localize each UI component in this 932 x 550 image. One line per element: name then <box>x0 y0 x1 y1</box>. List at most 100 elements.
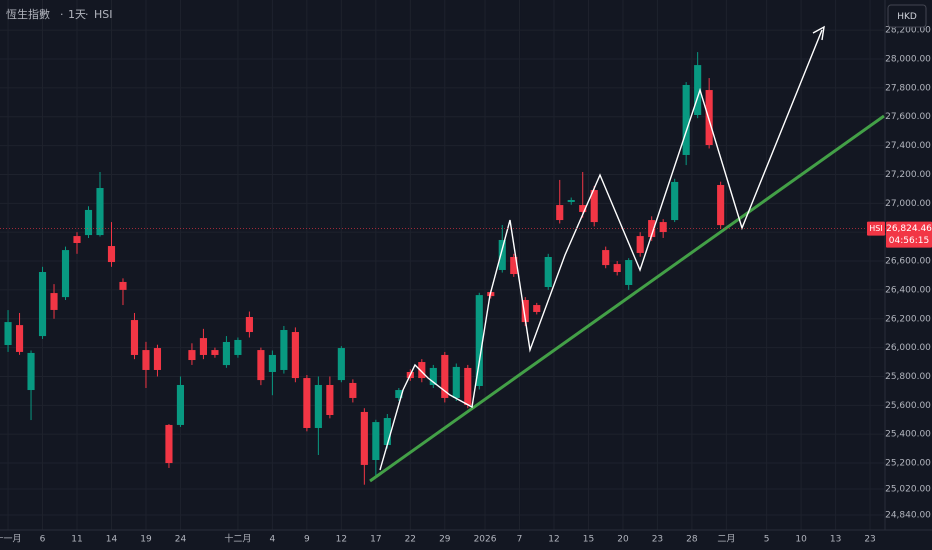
x-tick-label: 23 <box>864 535 875 545</box>
y-tick-label: 26,200.00 <box>885 314 931 324</box>
y-tick-label: 27,600.00 <box>885 112 931 122</box>
y-tick-label: 26,000.00 <box>885 343 931 353</box>
x-tick-label: 28 <box>686 535 698 545</box>
y-tick-label: 27,000.00 <box>885 199 931 209</box>
y-tick-label: 27,800.00 <box>885 83 931 93</box>
candle-body <box>176 384 185 425</box>
y-tick-label: 25,200.00 <box>885 459 931 469</box>
axes: 24,840.00 25,020.00 25,200.00 25,400.00 25,6… <box>0 26 932 545</box>
candle-body <box>349 382 357 398</box>
x-tick-label: 5 <box>764 535 770 545</box>
currency-label[interactable]: HKD <box>897 12 917 22</box>
x-tick-label: 二月 <box>717 534 735 545</box>
x-tick-label: 14 <box>106 535 118 545</box>
x-tick-label: 12 <box>548 535 559 545</box>
candle-body <box>464 367 472 406</box>
candle-body <box>717 184 725 226</box>
candle-body <box>613 264 621 272</box>
candle-body <box>188 350 196 361</box>
candle-body <box>15 325 24 352</box>
candle-body <box>96 188 104 236</box>
x-tick-label: 19 <box>140 535 152 545</box>
candle-body <box>533 305 541 312</box>
x-tick-label: 9 <box>304 535 310 545</box>
candle-body <box>303 378 311 428</box>
candle-body <box>636 236 644 253</box>
x-tick-label: 6 <box>40 535 46 545</box>
candle-body <box>705 90 713 146</box>
candle-body <box>544 256 552 288</box>
candle-body <box>579 205 587 212</box>
candle-body <box>360 411 368 465</box>
x-tick-label: 29 <box>439 535 451 545</box>
y-tick-label: 26,600.00 <box>885 257 931 267</box>
candle-body <box>142 350 150 370</box>
x-tick-label: 十二月 <box>224 533 251 545</box>
candle-body <box>84 209 93 236</box>
candle-body <box>4 322 12 346</box>
candle-body <box>418 362 426 379</box>
candle-body <box>234 339 242 355</box>
candle-body <box>521 299 529 323</box>
y-tick-label: 24,840.00 <box>885 510 931 520</box>
candle-body <box>199 338 207 355</box>
candle-body <box>625 260 633 285</box>
candle-body <box>556 205 564 221</box>
candle-body <box>429 367 437 385</box>
y-tick-label: 25,400.00 <box>885 430 931 440</box>
candle-body <box>452 366 460 398</box>
x-tick-label: 7 <box>517 535 523 545</box>
x-tick-label: 15 <box>583 535 594 545</box>
arrow-head <box>812 25 825 41</box>
candle-body <box>395 390 403 398</box>
candle-body <box>27 352 35 391</box>
x-tick-label: 12 <box>336 535 347 545</box>
separator: · <box>60 8 64 21</box>
candle-body <box>119 281 127 290</box>
symbol-title: 恆生指數 <box>6 7 50 21</box>
symbol: HSI <box>94 8 113 21</box>
grid <box>0 0 885 530</box>
countdown-label: 04:56:15 <box>889 236 929 246</box>
currency-button[interactable] <box>887 4 927 28</box>
candle-body <box>73 236 81 243</box>
x-tick-label: 2026 <box>474 535 497 545</box>
candle-body <box>130 320 139 355</box>
y-tick-label: 25,600.00 <box>885 401 931 411</box>
x-tick-label: 20 <box>617 535 629 545</box>
candle-body <box>61 250 70 298</box>
zigzag-drawing <box>379 29 823 471</box>
interval: 1天 <box>68 8 86 21</box>
candles <box>4 52 725 485</box>
y-tick-label: 27,200.00 <box>885 170 931 180</box>
candle-body <box>291 332 299 379</box>
candle-body <box>694 65 702 116</box>
x-tick-label: 11 <box>71 535 82 545</box>
candle-body <box>326 384 334 415</box>
x-tick-label: 十一月 <box>0 533 22 545</box>
x-tick-label: 24 <box>175 535 187 545</box>
candle-body <box>211 350 219 355</box>
candle-body <box>280 330 288 370</box>
candle-body <box>372 422 380 461</box>
trend-line <box>369 114 885 483</box>
y-tick-label: 25,800.00 <box>885 372 931 382</box>
candle-body <box>38 271 47 337</box>
candle-body <box>659 222 667 233</box>
candle-body <box>165 424 173 464</box>
candle-body <box>475 295 483 386</box>
x-tick-label: 17 <box>370 535 381 545</box>
y-tick-label: 26,400.00 <box>885 285 931 295</box>
symbol-tag-label: HSI <box>869 224 882 233</box>
candle-body <box>567 199 575 203</box>
symbol-tag <box>867 221 885 236</box>
candle-body <box>153 348 162 370</box>
candle-body <box>590 190 598 223</box>
candle-body <box>510 256 518 275</box>
x-tick-label: 22 <box>405 535 416 545</box>
candle-body <box>383 418 391 446</box>
last-price-label: 26,824.46 <box>886 224 932 234</box>
separator: · <box>85 8 89 21</box>
candle-body <box>602 250 610 266</box>
